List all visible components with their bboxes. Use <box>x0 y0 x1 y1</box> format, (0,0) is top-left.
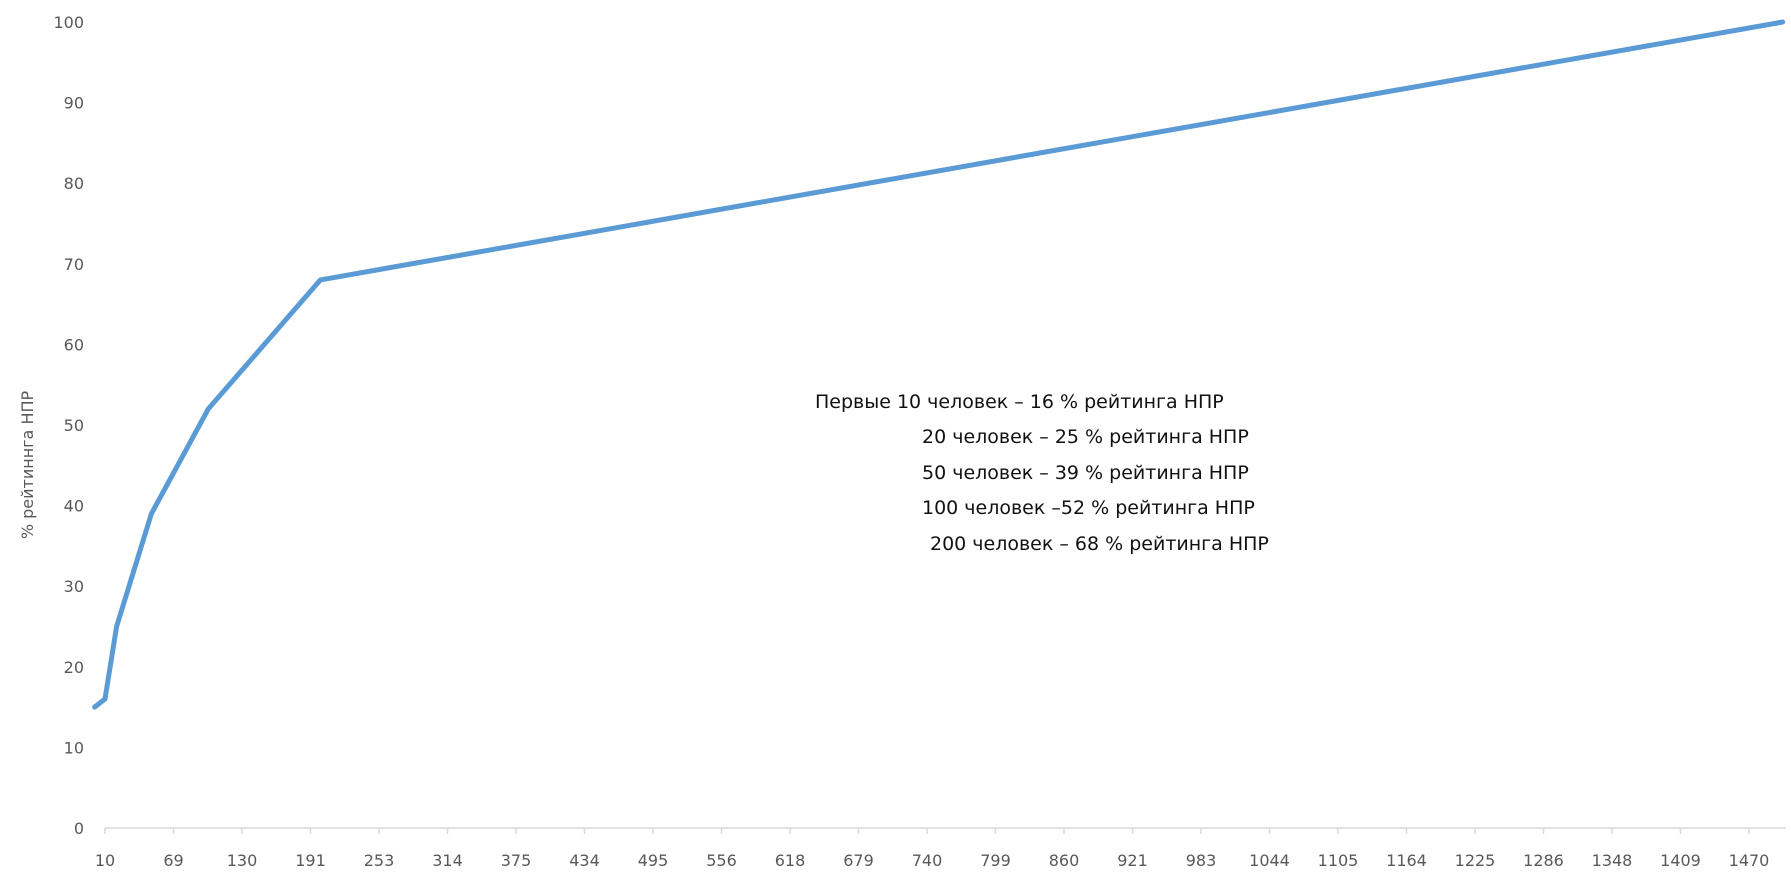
x-tick-label: 1409 <box>1660 851 1701 870</box>
y-tick-label: 20 <box>64 658 84 677</box>
x-tick-label: 799 <box>980 851 1011 870</box>
x-tick-label: 618 <box>775 851 806 870</box>
y-tick-label: 60 <box>64 335 84 354</box>
y-tick-label: 10 <box>64 738 84 757</box>
x-tick-label: 1348 <box>1592 851 1633 870</box>
x-tick-label: 314 <box>432 851 463 870</box>
y-tick-label: 40 <box>64 497 84 516</box>
x-tick-label: 253 <box>364 851 395 870</box>
annotation-text: Первые 10 человек – 16 % рейтинга НПР 20… <box>815 391 1269 555</box>
x-tick-label: 1164 <box>1386 851 1427 870</box>
x-tick-label: 860 <box>1049 851 1080 870</box>
x-tick-label: 10 <box>95 851 115 870</box>
y-tick-label: 100 <box>53 13 84 32</box>
annotation-line: 50 человек – 39 % рейтинга НПР <box>922 462 1249 484</box>
x-tick-label: 434 <box>569 851 600 870</box>
y-tick-label: 30 <box>64 577 84 596</box>
x-tick-label: 1044 <box>1249 851 1290 870</box>
x-tick-label: 921 <box>1117 851 1148 870</box>
x-tick-label: 69 <box>163 851 183 870</box>
y-tick-label: 80 <box>64 174 84 193</box>
x-tick-label: 679 <box>843 851 874 870</box>
x-tick-label: 1105 <box>1318 851 1359 870</box>
series-line <box>92 19 1786 710</box>
x-tick-label: 1286 <box>1523 851 1564 870</box>
x-tick-label: 556 <box>706 851 737 870</box>
x-tick-label: 1225 <box>1455 851 1496 870</box>
x-tick-label: 191 <box>295 851 326 870</box>
y-tick-label: 50 <box>64 416 84 435</box>
annotation-line: 20 человек – 25 % рейтинга НПР <box>922 426 1249 448</box>
annotation-line: 100 человек –52 % рейтинга НПР <box>922 497 1255 519</box>
x-tick-label: 130 <box>227 851 258 870</box>
x-tick-label: 983 <box>1186 851 1217 870</box>
y-tick-label: 90 <box>64 94 84 113</box>
x-axis-ticks: 10 69 130 191 253 314 375 434 495 556 618 679 740 799… <box>95 828 1770 870</box>
x-tick-label: 740 <box>912 851 943 870</box>
y-tick-label: 70 <box>64 255 84 274</box>
y-tick-label: 0 <box>74 819 84 838</box>
y-axis-title: % рейтиннга НПР <box>18 390 37 539</box>
x-tick-label: 495 <box>638 851 669 870</box>
annotation-line: Первые 10 человек – 16 % рейтинга НПР <box>815 391 1224 413</box>
annotation-line: 200 человек – 68 % рейтинга НПР <box>930 533 1269 555</box>
x-tick-label: 1470 <box>1729 851 1770 870</box>
y-axis-ticks: 0 10 20 30 40 50 60 70 80 90 100 <box>53 13 84 838</box>
x-tick-label: 375 <box>501 851 532 870</box>
